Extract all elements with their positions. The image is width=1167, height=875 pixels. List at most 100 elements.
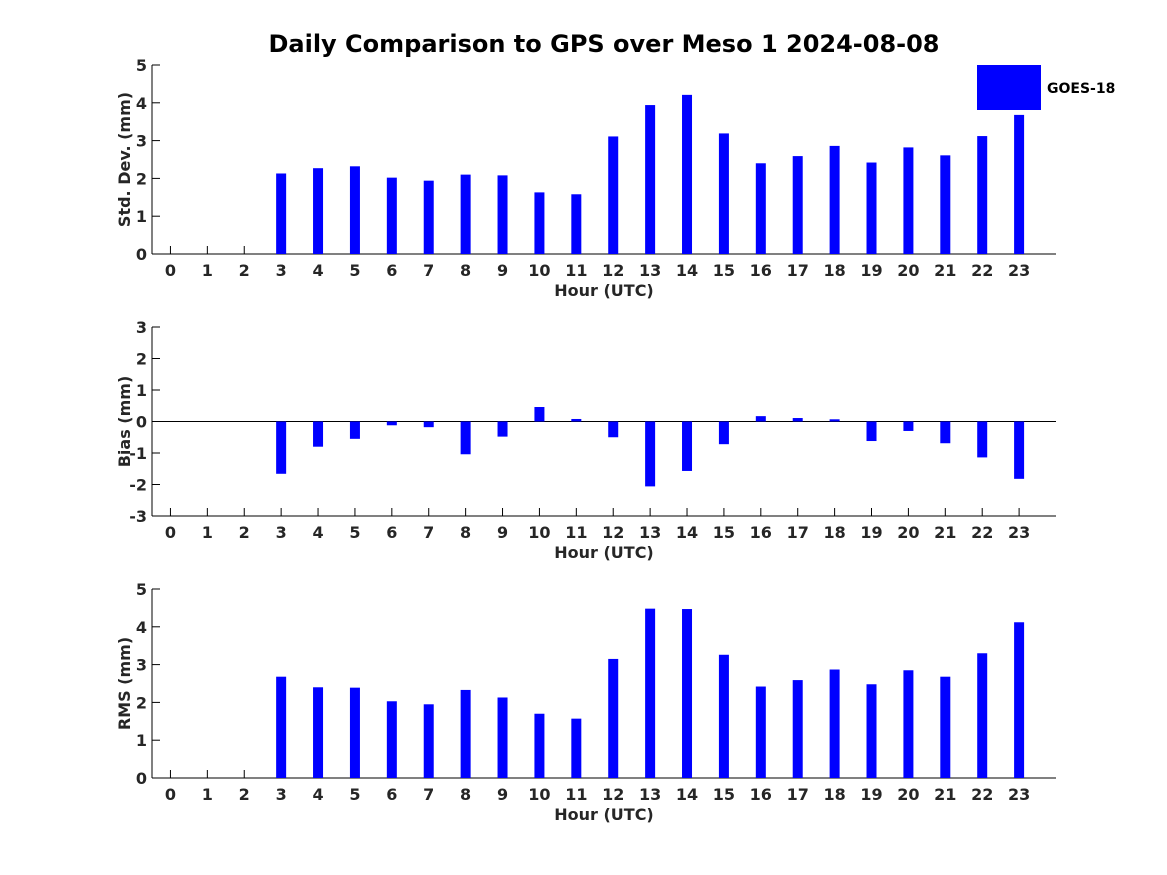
x-tick-label: 3 — [276, 261, 287, 280]
bar — [423, 421, 434, 428]
y-tick-label: 3 — [136, 132, 147, 151]
bar — [829, 145, 840, 254]
x-tick-label: 13 — [639, 523, 661, 542]
bar — [386, 701, 397, 778]
x-tick-label: 1 — [202, 261, 213, 280]
legend-swatch — [977, 65, 1041, 110]
x-tick-label: 2 — [239, 261, 250, 280]
x-tick-label: 11 — [565, 261, 587, 280]
y-tick-label: 5 — [136, 56, 147, 75]
bar — [829, 419, 840, 422]
bar — [313, 687, 324, 778]
bar — [571, 194, 582, 254]
bar — [497, 697, 508, 778]
bar — [534, 713, 545, 778]
x-tick-label: 10 — [528, 785, 550, 804]
bar — [792, 156, 803, 254]
bar — [718, 421, 729, 445]
x-tick-label: 17 — [787, 785, 809, 804]
bar — [534, 192, 545, 254]
x-tick-label: 8 — [460, 261, 471, 280]
x-tick-label: 0 — [165, 261, 176, 280]
legend-label: GOES-18 — [1047, 81, 1115, 97]
bar — [645, 421, 656, 487]
x-tick-label: 18 — [823, 261, 845, 280]
bar — [1014, 421, 1025, 479]
figure-title: Daily Comparison to GPS over Meso 1 2024… — [268, 30, 939, 58]
y-tick-label: 3 — [136, 656, 147, 675]
x-tick-label: 16 — [750, 785, 772, 804]
y-axis-label: Std. Dev. (mm) — [115, 92, 134, 227]
x-tick-label: 14 — [676, 523, 698, 542]
bar — [755, 686, 766, 778]
bar — [386, 177, 397, 254]
x-tick-label: 7 — [423, 261, 434, 280]
x-tick-label: 9 — [497, 785, 508, 804]
bar — [682, 609, 693, 778]
x-tick-label: 9 — [497, 261, 508, 280]
x-axis-label: Hour (UTC) — [554, 805, 654, 824]
bar — [977, 653, 988, 778]
bar — [718, 654, 729, 778]
y-tick-label: -1 — [129, 444, 147, 463]
x-tick-label: 20 — [897, 261, 919, 280]
y-tick-label: -2 — [129, 476, 147, 495]
bar — [1014, 622, 1025, 778]
y-tick-label: 4 — [136, 618, 147, 637]
x-tick-label: 15 — [713, 785, 735, 804]
bar — [534, 407, 545, 422]
x-tick-label: 11 — [565, 523, 587, 542]
bar — [460, 689, 471, 778]
x-tick-label: 13 — [639, 785, 661, 804]
y-tick-label: 4 — [136, 94, 147, 113]
bar — [608, 658, 619, 778]
x-tick-label: 20 — [897, 523, 919, 542]
y-tick-label: 0 — [136, 245, 147, 264]
bar — [829, 669, 840, 778]
bar — [866, 421, 877, 442]
y-tick-label: -3 — [129, 507, 147, 526]
y-tick-label: 2 — [136, 693, 147, 712]
bar — [276, 173, 287, 254]
x-tick-label: 2 — [239, 523, 250, 542]
x-tick-label: 23 — [1008, 785, 1030, 804]
x-tick-label: 12 — [602, 261, 624, 280]
x-tick-label: 5 — [349, 785, 360, 804]
x-tick-label: 1 — [202, 785, 213, 804]
bar — [460, 421, 471, 455]
bar — [571, 718, 582, 778]
bar — [755, 416, 766, 422]
x-tick-label: 4 — [312, 785, 323, 804]
x-tick-label: 8 — [460, 523, 471, 542]
x-tick-label: 5 — [349, 523, 360, 542]
bar — [460, 174, 471, 254]
bar — [682, 421, 693, 471]
bar — [792, 680, 803, 778]
x-tick-label: 23 — [1008, 523, 1030, 542]
x-tick-label: 21 — [934, 261, 956, 280]
x-tick-label: 9 — [497, 523, 508, 542]
bar — [349, 421, 360, 439]
bar — [608, 136, 619, 254]
x-tick-label: 22 — [971, 785, 993, 804]
bar — [608, 421, 619, 438]
x-tick-label: 12 — [602, 785, 624, 804]
x-tick-label: 12 — [602, 523, 624, 542]
bar — [349, 166, 360, 254]
bar — [497, 421, 508, 437]
y-tick-label: 1 — [136, 731, 147, 750]
x-tick-label: 10 — [528, 523, 550, 542]
bar — [423, 704, 434, 778]
bar — [313, 421, 324, 447]
x-tick-label: 10 — [528, 261, 550, 280]
x-tick-label: 20 — [897, 785, 919, 804]
y-tick-label: 2 — [136, 169, 147, 188]
legend: GOES-18 — [977, 65, 1115, 110]
x-tick-label: 3 — [276, 785, 287, 804]
y-tick-label: 5 — [136, 580, 147, 599]
y-tick-label: 0 — [136, 769, 147, 788]
bar — [645, 608, 656, 778]
